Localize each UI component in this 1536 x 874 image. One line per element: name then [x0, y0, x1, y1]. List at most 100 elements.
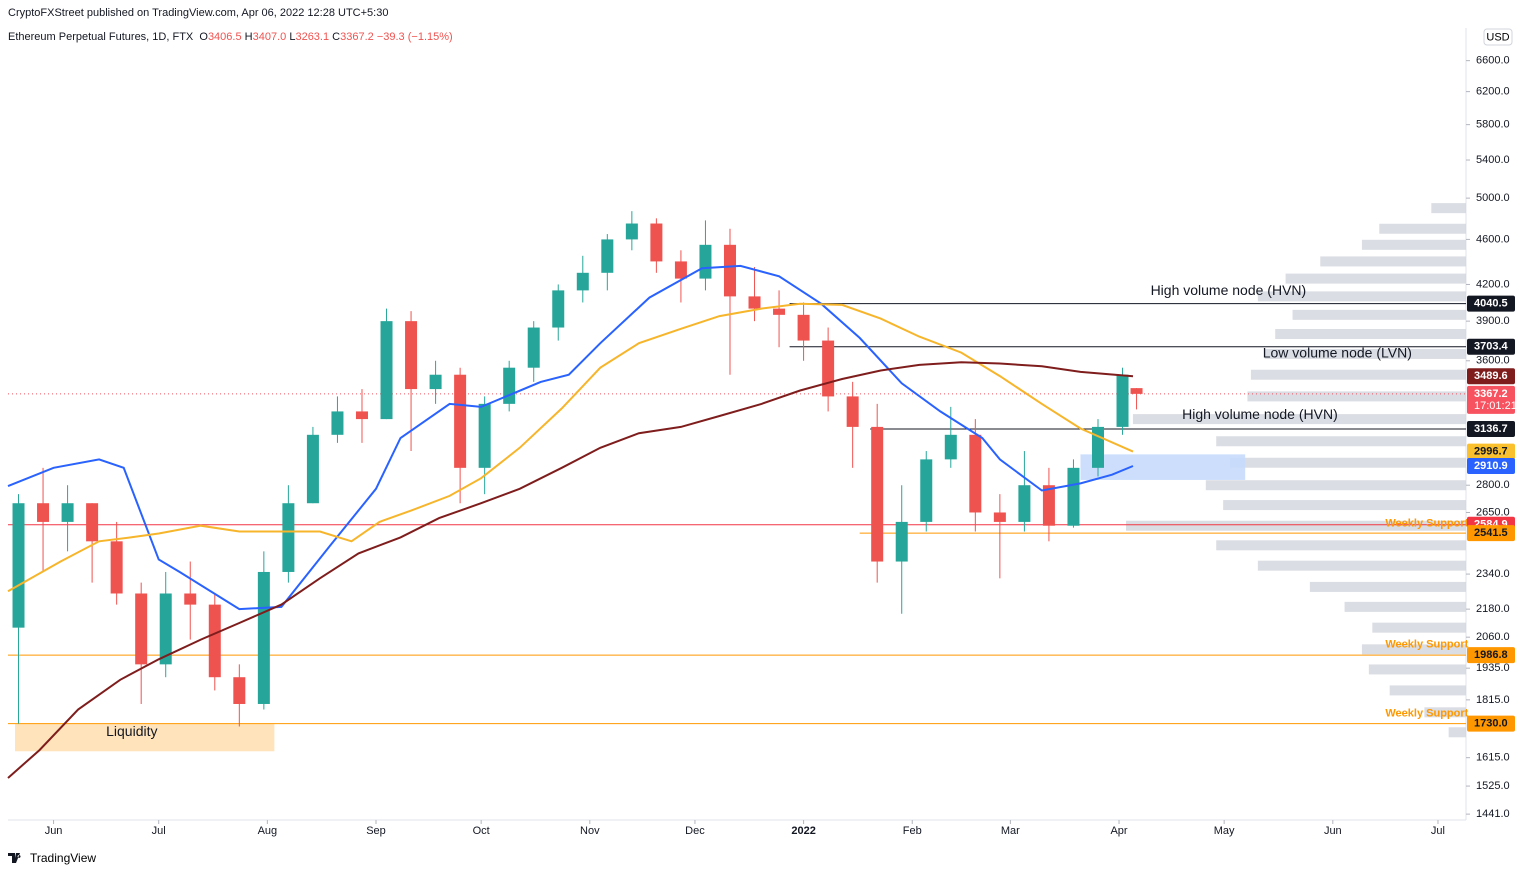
y-tick-label: 2180.0 — [1476, 603, 1510, 615]
price-label-box — [1467, 295, 1515, 312]
ohlc-key: H — [244, 31, 253, 43]
candle-body — [86, 503, 99, 542]
candle-body — [895, 521, 908, 562]
price-label: 3367.2 — [1474, 388, 1508, 400]
y-tick-label: 6200.0 — [1476, 86, 1510, 98]
candle-body — [1091, 426, 1104, 468]
volume-profile-bar — [1344, 601, 1466, 612]
price-label: 3703.4 — [1474, 341, 1509, 353]
volume-profile-bar — [1132, 414, 1466, 425]
volume-profile-bar — [1379, 223, 1466, 234]
volume-profile-bar — [1275, 329, 1466, 340]
price-label-box — [1467, 338, 1515, 355]
ohlc-key: C — [332, 31, 341, 43]
candle-body — [331, 411, 344, 435]
x-tick-label: Aug — [258, 825, 278, 837]
candle-body — [159, 593, 172, 665]
ohlc-key: O — [199, 31, 208, 43]
volume-profile-bar — [1223, 500, 1466, 511]
y-tick-label: 2650.0 — [1476, 506, 1510, 518]
volume-profile-bar — [1361, 644, 1466, 655]
brand: TradingView — [30, 851, 96, 865]
volume-profile-bar — [1257, 291, 1466, 302]
price-label: 4040.5 — [1474, 298, 1508, 310]
tradingview-logo: TradingView — [8, 851, 96, 865]
price-label: 2996.7 — [1474, 446, 1508, 458]
volume-profile-bar — [1372, 622, 1466, 633]
candle-body — [405, 321, 418, 390]
moving-average — [7, 302, 1134, 593]
currency-box — [1483, 28, 1513, 46]
volume-profile-bar — [1126, 520, 1466, 531]
candle-body — [429, 374, 442, 390]
candle-body — [233, 677, 246, 704]
price-label: 3489.6 — [1474, 370, 1508, 382]
price-label-box — [1467, 443, 1515, 460]
candle-body — [625, 223, 638, 240]
x-tick-label: Oct — [473, 825, 490, 837]
zone — [15, 723, 275, 752]
y-tick-label: 4600.0 — [1476, 233, 1510, 245]
candle-body — [1018, 485, 1031, 522]
ohlc-key: L — [289, 31, 296, 43]
price-label: 2541.5 — [1474, 527, 1508, 539]
volume-profile-bar — [1292, 309, 1466, 320]
candle-body — [355, 411, 368, 420]
candle-body — [135, 593, 148, 665]
price-label-box — [1467, 420, 1515, 437]
x-tick-label: Feb — [903, 825, 922, 837]
annotation: Low volume node (LVN) — [1263, 345, 1412, 361]
candle-body — [797, 314, 810, 341]
price-label-box — [1467, 385, 1515, 414]
candle-body — [1042, 485, 1055, 526]
y-tick-label: 6600.0 — [1476, 55, 1510, 67]
candle-body — [576, 272, 589, 291]
candle-body — [552, 290, 565, 328]
symbol: Ethereum Perpetual Futures, 1D, FTX — [8, 31, 194, 43]
volume-profile-bar — [1216, 540, 1466, 551]
candle-body — [527, 327, 540, 368]
volume-profile-bar — [1361, 239, 1466, 250]
ohlc-value: 3367.2 — [340, 31, 374, 43]
candle-body — [380, 321, 393, 420]
volume-profile-bar — [1250, 369, 1466, 380]
price-label-box — [1467, 368, 1515, 385]
volume-profile-bar — [1205, 480, 1466, 491]
volume-profile-bar — [1309, 581, 1466, 592]
volume-profile-bar — [1230, 457, 1466, 468]
candle-body — [208, 604, 221, 678]
annotation: High volume node (HVN) — [1151, 282, 1307, 298]
published-line: CryptoFXStreet published on TradingView.… — [8, 7, 389, 19]
x-tick-label: Mar — [1001, 825, 1020, 837]
annotation: Weekly Support — [1385, 638, 1468, 650]
candle-body — [478, 403, 491, 468]
y-tick-label: 5400.0 — [1476, 154, 1510, 166]
x-tick-label: Jun — [45, 825, 63, 837]
y-tick-label: 3600.0 — [1476, 355, 1510, 367]
candle-body — [282, 503, 295, 572]
x-tick-label: Dec — [685, 825, 705, 837]
price-label-box — [1467, 457, 1515, 474]
candle-body — [944, 434, 957, 460]
x-tick-label: Jul — [1431, 825, 1445, 837]
y-tick-label: 4200.0 — [1476, 278, 1510, 290]
candle-body — [184, 593, 197, 605]
y-tick-label: 2340.0 — [1476, 568, 1510, 580]
y-tick-label: 1615.0 — [1476, 752, 1510, 764]
y-tick-label: 5800.0 — [1476, 119, 1510, 131]
x-tick-label: 2022 — [791, 825, 815, 837]
y-tick-label: 2800.0 — [1476, 479, 1510, 491]
currency: USD — [1486, 31, 1509, 43]
countdown: 17:01:21 — [1474, 400, 1517, 412]
annotation: Weekly Support — [1385, 518, 1468, 530]
candle-body — [454, 374, 467, 468]
y-tick-label: 2060.0 — [1476, 631, 1510, 643]
y-tick-label: 1815.0 — [1476, 694, 1510, 706]
change: −39.3 (−1.15%) — [376, 31, 453, 43]
candle-body — [37, 503, 50, 522]
volume-profile-bar — [1320, 256, 1466, 267]
ohlc-value: 3406.5 — [207, 31, 242, 43]
candle-body — [257, 571, 270, 704]
